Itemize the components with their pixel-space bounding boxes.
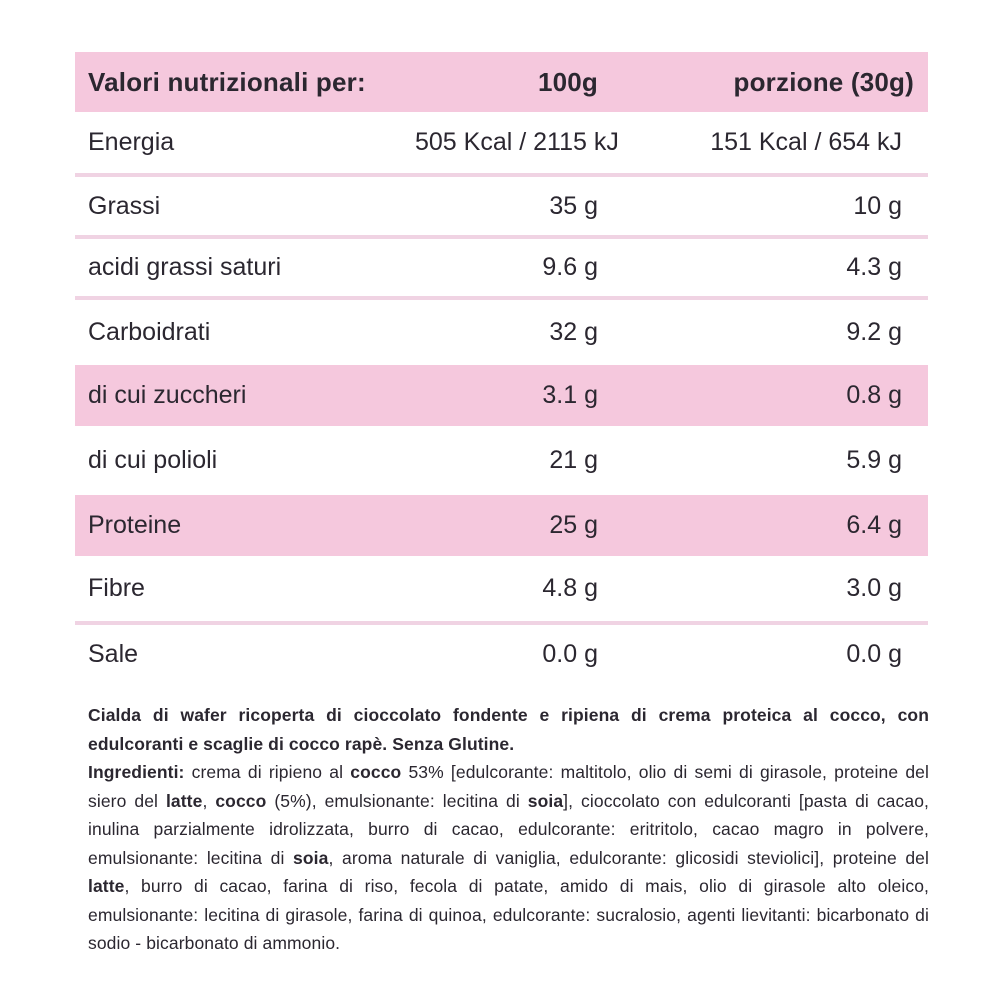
value-per-portion: 0.0 g [846, 639, 902, 668]
value-per-100g: 25 g [549, 511, 598, 539]
header-values-per-label: Valori nutrizionali per: [88, 66, 366, 97]
nutrient-label: Grassi [88, 191, 161, 220]
value-per-100g: 4.8 g [542, 574, 598, 602]
table-row: Sale 0.0 g 0.0 g [75, 625, 928, 683]
value-per-100g: 35 g [549, 191, 598, 220]
value-per-portion: 5.9 g [846, 446, 902, 474]
ingredients-paragraph: Ingredienti: crema di ripieno al cocco 5… [88, 762, 929, 953]
value-per-100g: 32 g [549, 318, 598, 346]
value-per-100g: 9.6 g [542, 253, 598, 281]
table-row-highlighted: di cui zuccheri 3.1 g 0.8 g [75, 365, 928, 426]
table-row: Grassi 35 g 10 g [75, 177, 928, 239]
table-row: acidi grassi saturi 9.6 g 4.3 g [75, 239, 928, 300]
value-per-portion: 0.8 g [846, 381, 902, 409]
product-description: Cialda di wafer ricoperta di cioccolato … [88, 705, 929, 754]
value-per-100g: 3.1 g [542, 381, 598, 409]
value-per-portion: 9.2 g [846, 318, 902, 346]
nutrient-label: Fibre [88, 574, 145, 602]
table-row: Fibre 4.8 g 3.0 g [75, 556, 928, 625]
table-row: di cui polioli 21 g 5.9 g [75, 426, 928, 495]
value-per-portion: 3.0 g [846, 574, 902, 602]
table-header-row: Valori nutrizionali per: 100g porzione (… [75, 52, 928, 112]
nutrient-label: di cui zuccheri [88, 381, 247, 409]
value-per-portion: 4.3 g [846, 253, 902, 281]
value-per-100g: 0.0 g [542, 639, 598, 668]
value-per-100g: 21 g [549, 446, 598, 474]
header-col-portion: porzione (30g) [733, 66, 914, 97]
nutrient-label: acidi grassi saturi [88, 253, 282, 281]
value-per-portion: 6.4 g [846, 511, 902, 539]
nutrient-label: Proteine [88, 511, 182, 539]
value-per-100g: 505 Kcal / 2115 kJ [415, 128, 619, 156]
header-col-100g: 100g [537, 66, 598, 97]
value-per-portion: 151 Kcal / 654 kJ [710, 128, 902, 156]
nutrient-label: di cui polioli [88, 446, 218, 474]
table-row-highlighted: Proteine 25 g 6.4 g [75, 495, 928, 556]
nutrient-label: Carboidrati [88, 318, 211, 346]
nutrient-label: Sale [88, 639, 139, 668]
table-row: Energia 505 Kcal / 2115 kJ 151 Kcal / 65… [75, 112, 928, 177]
value-per-portion: 10 g [853, 191, 902, 220]
nutrient-label: Energia [88, 128, 175, 156]
nutrition-table: Valori nutrizionali per: 100g porzione (… [75, 52, 928, 683]
table-row: Carboidrati 32 g 9.2 g [75, 300, 928, 365]
label-footer-text: Cialda di wafer ricoperta di cioccolato … [88, 701, 929, 958]
